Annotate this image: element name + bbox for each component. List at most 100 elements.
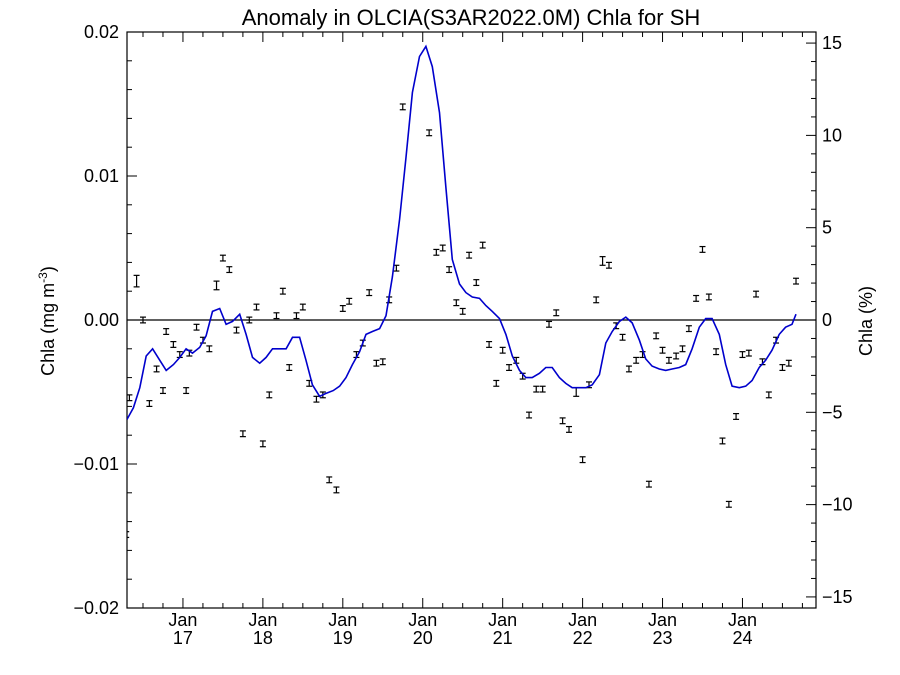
chart-title: Anomaly in OLCIA(S3AR2022.0M) Chla for S… xyxy=(242,5,701,30)
data-point xyxy=(259,440,266,448)
data-point xyxy=(459,307,466,315)
y2-tick-label: −10 xyxy=(822,495,853,515)
data-point xyxy=(439,244,446,252)
x-tick-label-month: Jan xyxy=(488,610,517,630)
data-point xyxy=(127,531,130,539)
x-tick-label-year: 22 xyxy=(573,628,593,648)
y-tick-label: −0.02 xyxy=(73,598,119,618)
data-point xyxy=(633,356,640,364)
data-point xyxy=(466,251,473,259)
data-point xyxy=(605,261,612,269)
data-point xyxy=(625,365,632,373)
data-point xyxy=(533,385,540,393)
data-point xyxy=(579,456,586,464)
axes: 0.020.010.00−0.01−0.02151050−5−10−15Jan1… xyxy=(73,22,852,648)
data-point xyxy=(133,274,140,288)
data-point xyxy=(373,359,380,367)
data-point xyxy=(645,480,652,488)
data-point xyxy=(293,312,300,320)
x-tick-label-month: Jan xyxy=(328,610,357,630)
data-point xyxy=(183,387,190,395)
data-point xyxy=(379,358,386,366)
data-point xyxy=(679,345,686,353)
data-point xyxy=(693,294,700,302)
data-point xyxy=(526,411,533,419)
data-point xyxy=(127,394,133,402)
data-point xyxy=(479,241,486,249)
x-tick-label-month: Jan xyxy=(568,610,597,630)
data-point xyxy=(493,379,500,387)
data-point xyxy=(233,326,240,334)
data-point xyxy=(339,305,346,312)
y2-tick-label: 10 xyxy=(822,125,842,145)
x-tick-label-month: Jan xyxy=(648,610,677,630)
data-point xyxy=(246,316,253,324)
data-point xyxy=(685,325,692,333)
data-point xyxy=(326,476,333,484)
data-point xyxy=(170,341,177,348)
data-point xyxy=(739,351,746,359)
data-point xyxy=(446,266,453,274)
data-point xyxy=(193,323,200,331)
data-point xyxy=(499,346,506,354)
data-point xyxy=(779,364,786,371)
x-tick-label-month: Jan xyxy=(168,610,197,630)
data-point xyxy=(219,254,226,262)
x-tick-label-year: 24 xyxy=(732,628,752,648)
data-point xyxy=(366,289,373,297)
data-point xyxy=(426,129,433,137)
data-point xyxy=(506,364,513,371)
data-point xyxy=(599,256,606,266)
data-point xyxy=(159,387,166,395)
data-point xyxy=(573,387,580,397)
data-point xyxy=(553,309,560,317)
y2-tick-label: 0 xyxy=(822,310,832,330)
data-point xyxy=(399,103,406,111)
y-axis-label: Chla (mg m-3) xyxy=(36,266,58,376)
data-point xyxy=(213,280,220,291)
data-point xyxy=(659,346,666,354)
data-point xyxy=(163,328,170,335)
data-point xyxy=(673,352,680,360)
x-tick-label-month: Jan xyxy=(408,610,437,630)
data-point xyxy=(226,266,233,274)
data-point xyxy=(239,430,246,438)
y-tick-label: 0.00 xyxy=(84,310,119,330)
data-point xyxy=(146,400,153,407)
x-tick-label-year: 21 xyxy=(493,628,513,648)
data-point xyxy=(546,320,553,328)
data-point xyxy=(559,417,566,425)
data-point xyxy=(619,333,626,341)
data-point xyxy=(725,500,732,508)
data-point xyxy=(453,299,460,307)
data-point xyxy=(206,345,213,353)
y-tick-label: −0.01 xyxy=(73,454,119,474)
data-point xyxy=(539,385,546,393)
data-point xyxy=(753,290,760,298)
x-tick-label-month: Jan xyxy=(728,610,757,630)
x-tick-label-month: Jan xyxy=(248,610,277,630)
data-point xyxy=(279,287,286,295)
data-point xyxy=(653,332,660,340)
data-point xyxy=(253,303,260,311)
data-point xyxy=(139,316,146,324)
data-point xyxy=(299,303,306,311)
data-point xyxy=(713,348,720,356)
data-point xyxy=(785,359,792,367)
x-tick-label-year: 20 xyxy=(413,628,433,648)
data-point xyxy=(733,413,740,420)
data-point xyxy=(719,437,726,445)
data-point xyxy=(793,277,800,285)
anomaly-line xyxy=(127,44,797,420)
data-point xyxy=(593,296,600,304)
data-point xyxy=(705,293,712,301)
y2-tick-label: 15 xyxy=(822,33,842,53)
data-point xyxy=(266,391,273,399)
data-point xyxy=(765,391,772,399)
data-point xyxy=(333,486,340,494)
y2-tick-label: −15 xyxy=(822,587,853,607)
data-point xyxy=(486,341,493,348)
data-point xyxy=(313,395,320,403)
y-tick-label: 0.02 xyxy=(84,22,119,42)
